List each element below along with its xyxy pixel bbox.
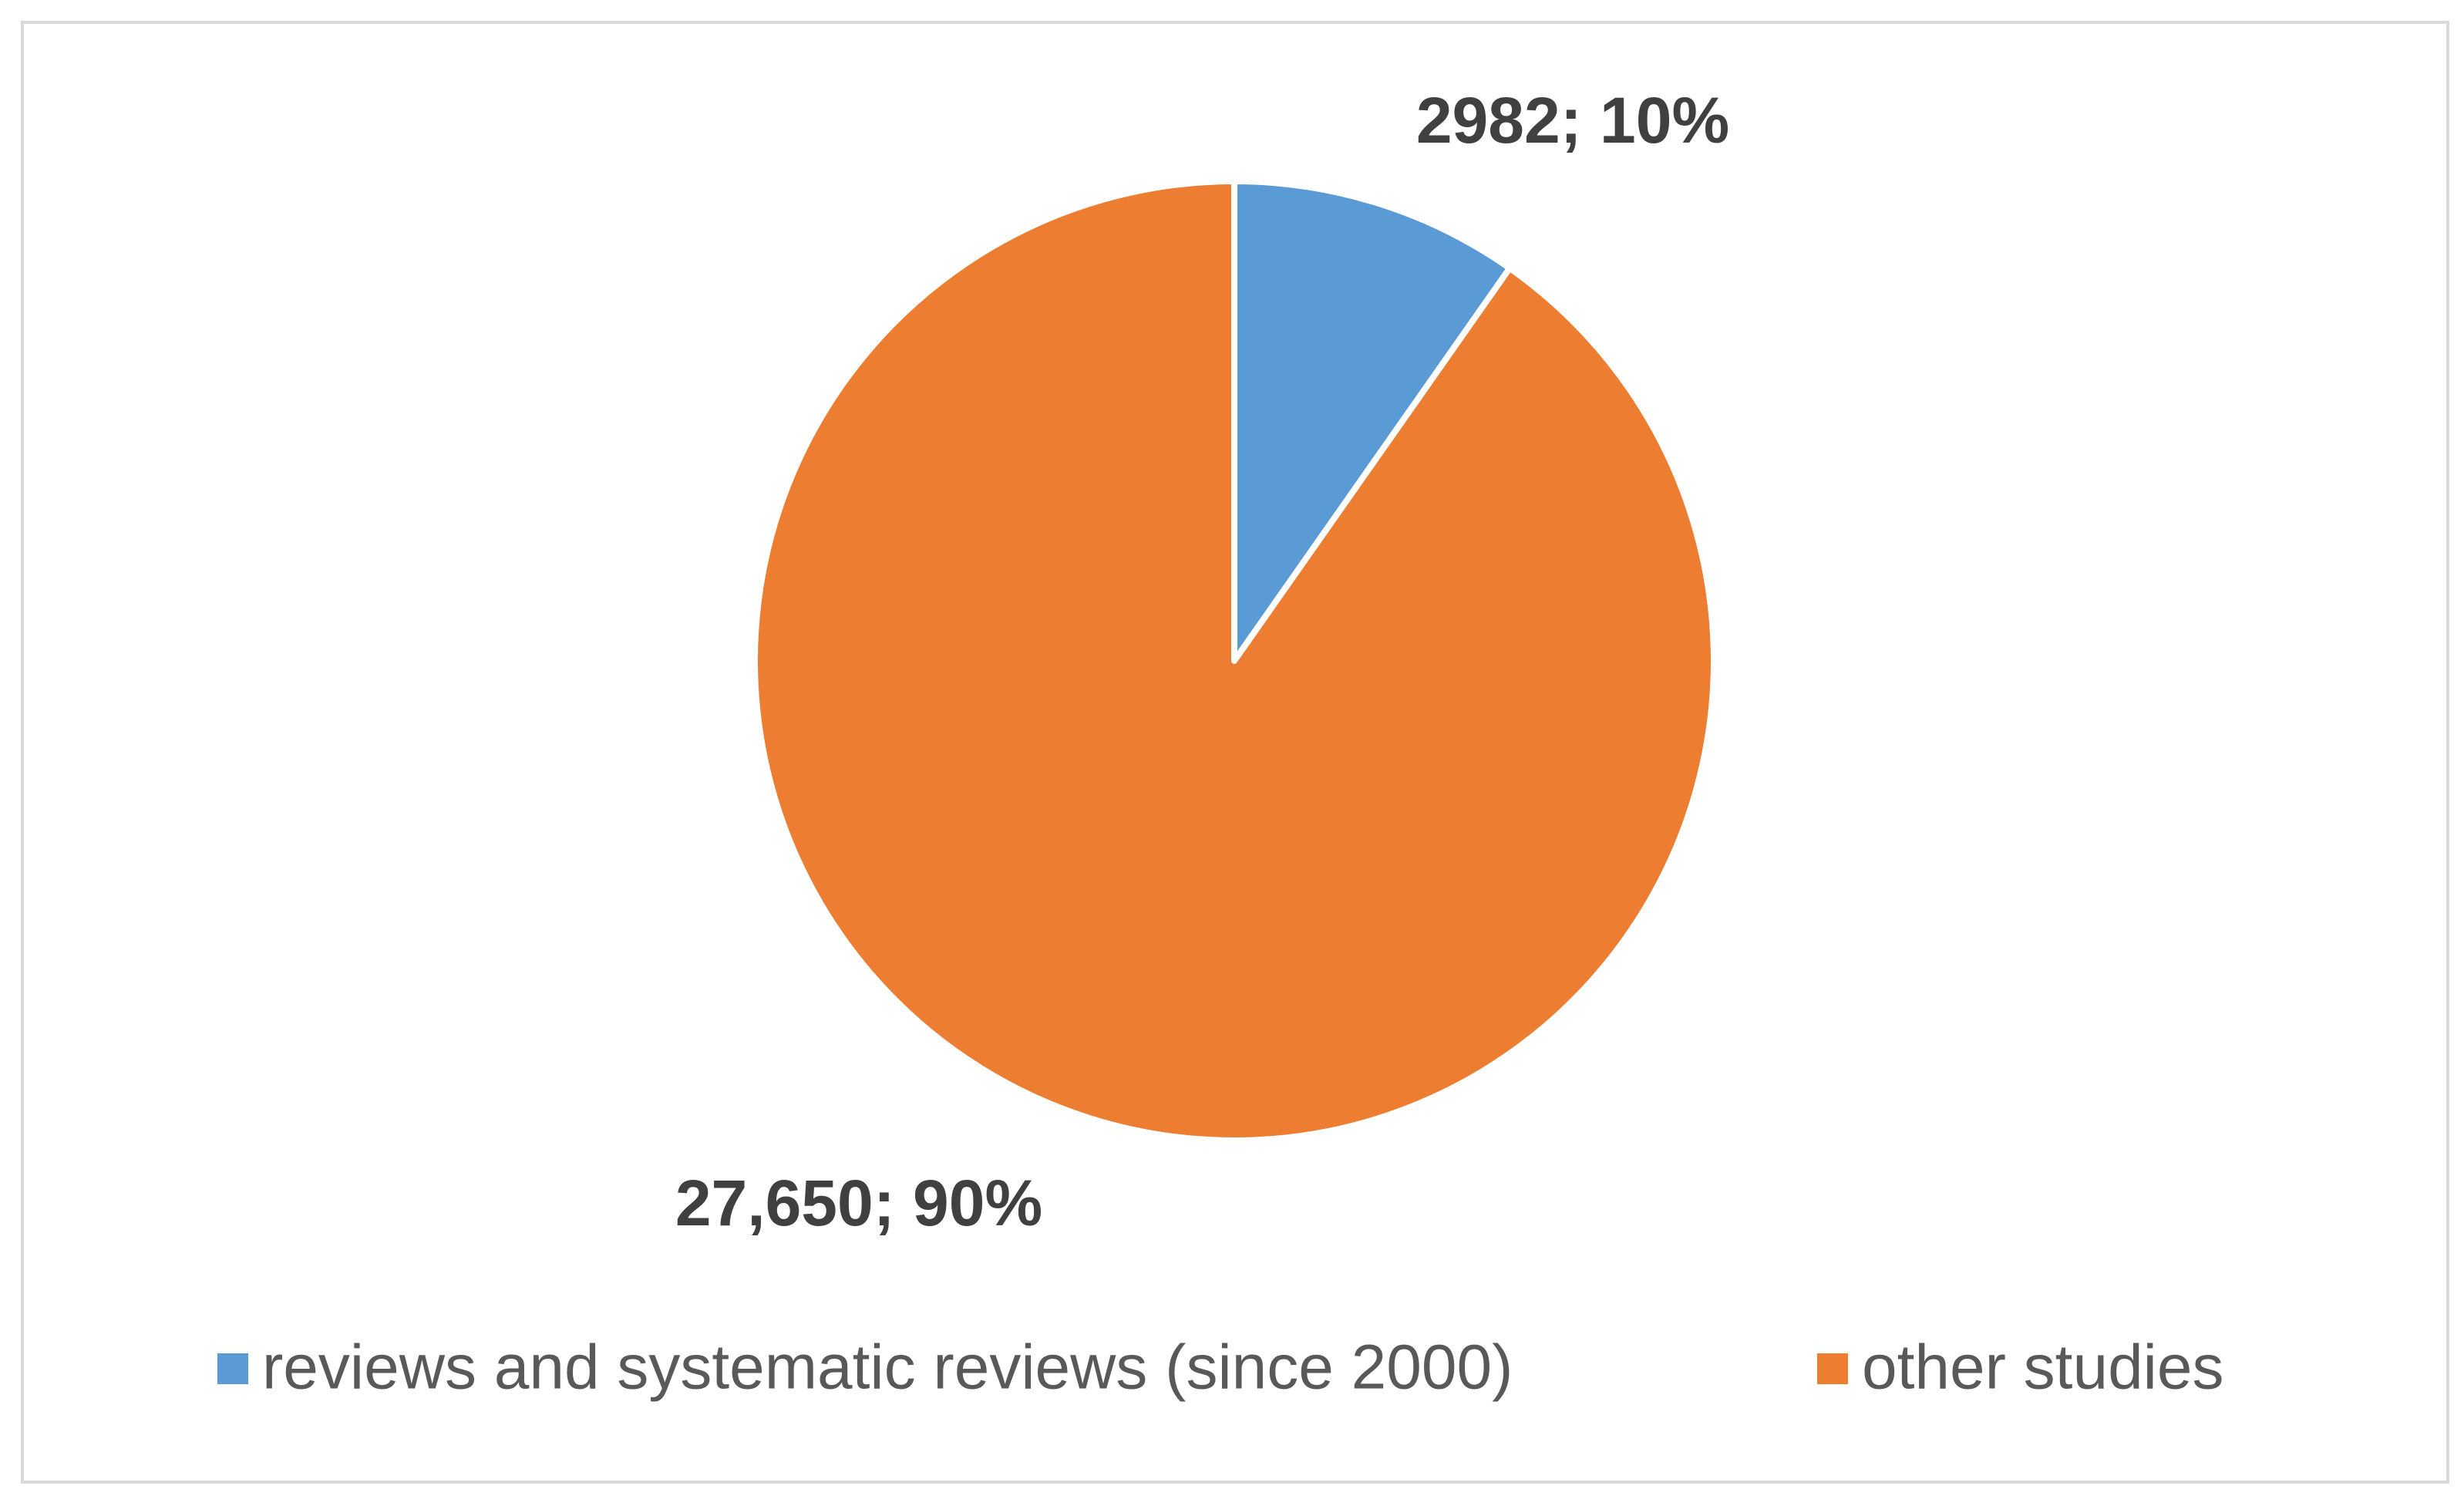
legend-swatch: [1817, 1353, 1848, 1384]
pie-slice: [1231, 178, 1513, 664]
pie-slice: [752, 178, 1717, 1144]
data-label: 27,650; 90%: [675, 1167, 1042, 1239]
legend-label: reviews and systematic reviews (since 20…: [262, 1333, 1513, 1403]
legend-swatch: [217, 1353, 248, 1384]
data-label: 2982; 10%: [1416, 84, 1729, 157]
legend-label: other studies: [1862, 1333, 2224, 1403]
